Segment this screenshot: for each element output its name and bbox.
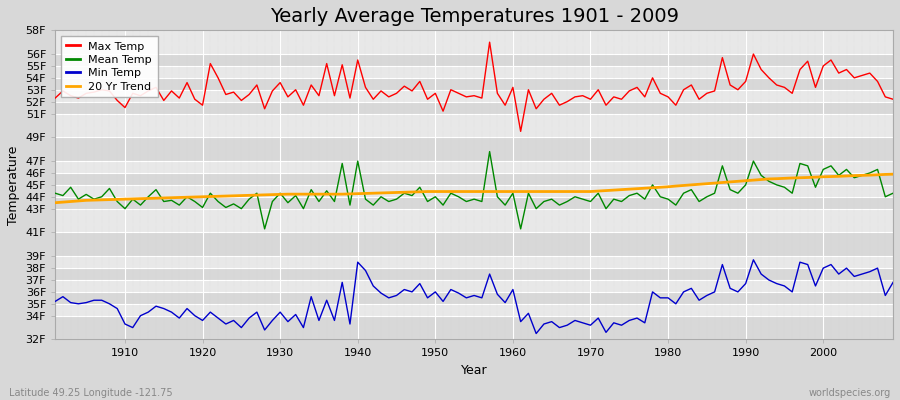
Text: Latitude 49.25 Longitude -121.75: Latitude 49.25 Longitude -121.75 (9, 388, 173, 398)
Bar (55, 197, 893, 209)
Bar (55, 185, 893, 197)
Bar (55, 316, 893, 340)
Legend: Max Temp, Mean Temp, Min Temp, 20 Yr Trend: Max Temp, Mean Temp, Min Temp, 20 Yr Tre… (60, 36, 158, 97)
Bar (55, 66, 893, 78)
Bar (55, 304, 893, 316)
Bar (55, 280, 893, 292)
Y-axis label: Temperature: Temperature (7, 145, 20, 224)
Bar (55, 90, 893, 102)
Bar (55, 102, 893, 114)
Bar (55, 209, 893, 232)
X-axis label: Year: Year (461, 364, 488, 377)
Bar (55, 137, 893, 161)
Bar (55, 292, 893, 304)
Text: worldspecies.org: worldspecies.org (809, 388, 891, 398)
Bar (55, 114, 893, 137)
Bar (55, 78, 893, 90)
Bar (55, 256, 893, 268)
Bar (55, 268, 893, 280)
Bar (55, 173, 893, 185)
Title: Yearly Average Temperatures 1901 - 2009: Yearly Average Temperatures 1901 - 2009 (270, 7, 679, 26)
Bar (55, 161, 893, 173)
Bar (55, 54, 893, 66)
Bar (55, 232, 893, 256)
Bar (55, 30, 893, 54)
